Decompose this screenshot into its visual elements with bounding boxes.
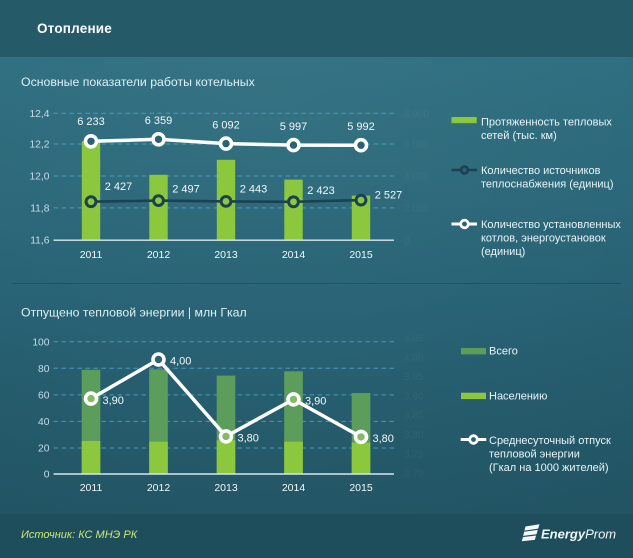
svg-text:3,80: 3,80: [238, 433, 259, 445]
svg-text:40: 40: [38, 417, 50, 428]
svg-text:2012: 2012: [147, 482, 171, 494]
svg-text:Количество источников: Количество источников: [481, 165, 601, 177]
svg-text:4,00: 4,00: [170, 356, 191, 368]
svg-text:5 992: 5 992: [347, 121, 375, 133]
svg-text:3,70: 3,70: [404, 468, 424, 479]
svg-text:4,00: 4,00: [404, 353, 424, 364]
svg-text:80: 80: [38, 364, 50, 375]
svg-text:2011: 2011: [80, 482, 103, 494]
svg-text:Основные показатели работы кот: Основные показатели работы котельных: [21, 75, 256, 89]
svg-text:4 000: 4 000: [404, 172, 429, 183]
svg-text:60: 60: [38, 391, 50, 402]
svg-text:11,6: 11,6: [30, 236, 50, 247]
svg-text:тепловой энергии: тепловой энергии: [489, 449, 580, 461]
svg-text:Протяженность тепловых: Протяженность тепловых: [481, 117, 612, 129]
svg-text:3,95: 3,95: [404, 372, 424, 383]
svg-text:(Гкал на 1000 жителей): (Гкал на 1000 жителей): [489, 462, 609, 474]
svg-text:2012: 2012: [147, 249, 171, 261]
svg-text:6 233: 6 233: [77, 116, 105, 128]
svg-text:2015: 2015: [349, 482, 373, 494]
svg-text:котлов, энергоустановок: котлов, энергоустановок: [481, 233, 606, 245]
svg-text:6 092: 6 092: [212, 120, 240, 132]
svg-text:8 000: 8 000: [404, 109, 429, 120]
svg-text:3,90: 3,90: [103, 395, 124, 407]
svg-text:5 997: 5 997: [280, 121, 308, 133]
svg-text:2 443: 2 443: [240, 183, 268, 195]
svg-text:11,8: 11,8: [30, 203, 50, 214]
svg-text:EnergyProm: EnergyProm: [541, 527, 616, 542]
svg-text:2013: 2013: [214, 482, 238, 494]
svg-text:100: 100: [32, 337, 49, 348]
svg-text:20: 20: [38, 444, 50, 455]
svg-text:6 359: 6 359: [145, 115, 173, 127]
svg-text:2013: 2013: [214, 249, 238, 261]
svg-text:3,75: 3,75: [404, 449, 424, 460]
svg-text:2015: 2015: [349, 249, 373, 261]
svg-text:6 000: 6 000: [404, 140, 429, 151]
svg-text:3,85: 3,85: [404, 411, 424, 422]
svg-text:(единиц): (единиц): [481, 246, 525, 258]
svg-text:12,2: 12,2: [29, 140, 49, 151]
svg-text:0: 0: [404, 236, 410, 247]
svg-text:сетей (тыс. км): сетей (тыс. км): [481, 130, 557, 142]
svg-text:2 427: 2 427: [105, 181, 133, 193]
svg-text:2 527: 2 527: [375, 190, 403, 202]
svg-text:4,05: 4,05: [404, 334, 424, 345]
svg-text:Всего: Всего: [489, 346, 518, 358]
svg-text:3,90: 3,90: [305, 396, 326, 408]
svg-text:2011: 2011: [80, 249, 103, 261]
svg-text:2014: 2014: [282, 482, 306, 494]
svg-text:2 000: 2 000: [404, 204, 429, 215]
svg-text:0: 0: [44, 470, 50, 481]
svg-text:3,90: 3,90: [404, 391, 424, 402]
svg-text:12,4: 12,4: [29, 109, 49, 120]
svg-text:3,80: 3,80: [373, 433, 394, 445]
svg-text:2014: 2014: [282, 249, 306, 261]
svg-text:2 497: 2 497: [172, 183, 200, 195]
svg-text:Количество установленных: Количество установленных: [481, 219, 621, 231]
svg-text:12,0: 12,0: [29, 172, 49, 183]
svg-text:Среднесуточный отпуск: Среднесуточный отпуск: [489, 435, 611, 447]
svg-text:Отпущено тепловой энергии | мл: Отпущено тепловой энергии | млн Гкал: [21, 306, 247, 320]
svg-text:Населению: Населению: [489, 390, 547, 402]
svg-text:2 423: 2 423: [307, 185, 335, 197]
svg-text:3,80: 3,80: [404, 430, 424, 441]
svg-text:теплоснабжения (единиц): теплоснабжения (единиц): [481, 179, 614, 191]
